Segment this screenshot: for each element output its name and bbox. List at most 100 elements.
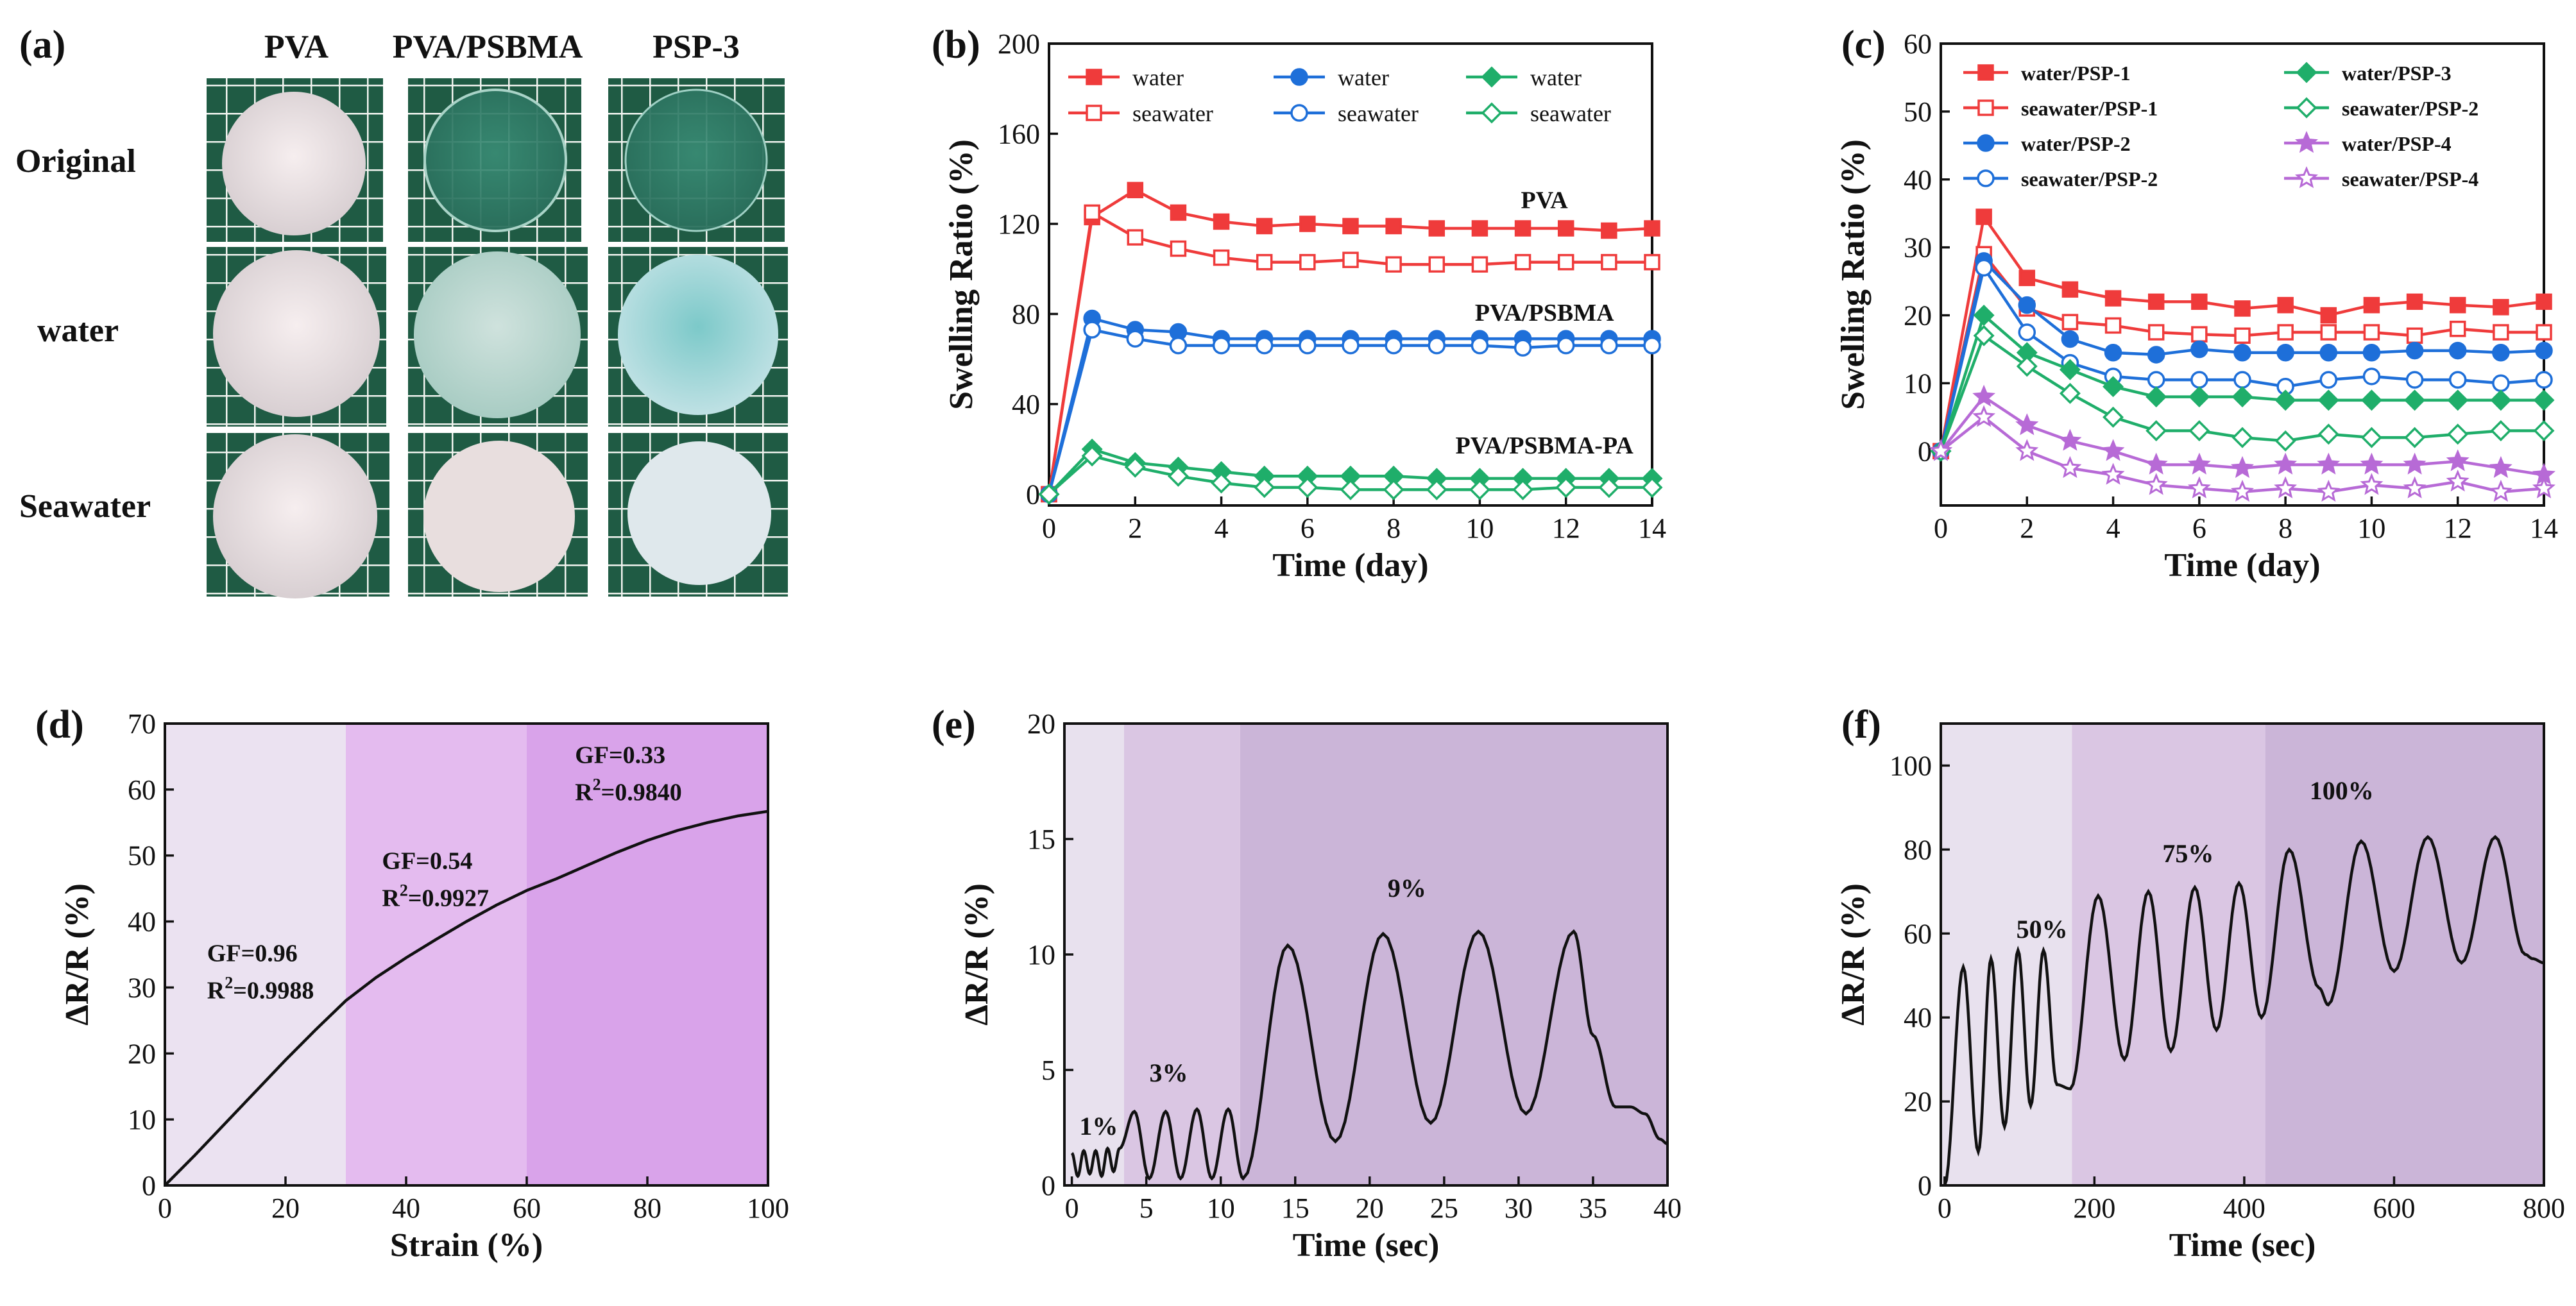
data-point	[1126, 330, 1145, 348]
sample-disk	[222, 92, 366, 235]
data-point	[1213, 213, 1230, 230]
strain-label: 75%	[2162, 839, 2213, 868]
data-point	[2536, 324, 2552, 341]
chart-1: (c) 0 2 4 6 8 10 12 14 0 10 20 30 40 50 60 Time (day) Swe…	[1835, 23, 2558, 584]
x-tick-label: 0	[1042, 513, 1056, 544]
x-tick-label: 4	[1215, 513, 1229, 544]
data-point	[2363, 296, 2380, 314]
x-tick-label: 400	[2223, 1192, 2265, 1224]
column-label-psp-3: PSP-3	[653, 29, 740, 65]
legend-label: water	[1338, 65, 1389, 90]
y-tick-label: 50	[1904, 96, 1932, 128]
strain-region	[2072, 724, 2265, 1185]
data-point	[1254, 477, 1275, 498]
data-point	[2405, 371, 2424, 389]
legend-marker	[2294, 131, 2319, 153]
legend-marker	[2296, 97, 2317, 119]
data-point	[2059, 359, 2081, 380]
data-point	[1127, 182, 1144, 199]
data-point	[1342, 336, 1360, 355]
x-axis-label: Time (day)	[2164, 547, 2320, 584]
data-point	[1972, 384, 1996, 407]
plot-frame	[164, 722, 769, 1187]
data-point	[2533, 389, 2555, 411]
panel-a: (a) PVA PVA/PSBMA PSP-3 Original water S…	[15, 23, 788, 598]
r-symbol: R	[382, 885, 400, 912]
y-tick-label: 20	[1904, 300, 1932, 332]
data-point	[1644, 253, 1660, 271]
x-tick-label: 10	[1207, 1192, 1235, 1224]
r-symbol: R	[207, 977, 225, 1004]
data-point	[2061, 281, 2079, 298]
data-point	[2406, 293, 2423, 310]
data-point	[2230, 479, 2255, 502]
data-point	[2320, 324, 2337, 341]
data-point	[2187, 476, 2211, 498]
x-tick-label: 25	[1430, 1192, 1458, 1224]
data-point	[1557, 220, 1574, 237]
r-squared-label: R2=0.9840	[575, 776, 682, 806]
strain-region	[165, 724, 346, 1185]
legend-label: seawater	[1338, 101, 1419, 126]
data-point	[2535, 341, 2553, 360]
x-tick-label: 600	[2373, 1192, 2415, 1224]
x-tick-label: 6	[2192, 513, 2206, 544]
r-squared-value: =0.9988	[233, 977, 314, 1004]
data-point	[2144, 452, 2168, 475]
x-tick-label: 10	[1465, 513, 1494, 544]
x-tick-label: 0	[1938, 1192, 1952, 1224]
x-tick-label: 20	[1356, 1192, 1384, 1224]
data-point	[1428, 220, 1446, 237]
y-axis-label: ΔR/R (%)	[59, 883, 96, 1026]
y-tick-label: 0	[1918, 436, 1932, 467]
y-axis-label: ΔR/R (%)	[959, 883, 995, 1026]
data-point	[2144, 473, 2168, 495]
y-tick-label: 50	[128, 840, 156, 872]
data-point	[1124, 456, 1146, 478]
data-point	[2404, 427, 2426, 448]
data-point	[2447, 389, 2469, 411]
data-point	[1255, 336, 1274, 355]
data-point	[2274, 389, 2296, 411]
data-point	[1084, 204, 1100, 221]
response-trace	[164, 810, 769, 1187]
legend-label: water/PSP-1	[2021, 62, 2131, 85]
x-tick-label: 0	[158, 1192, 172, 1224]
sample-disk	[414, 251, 581, 418]
response-trace	[1071, 929, 1668, 1181]
chart-4: (f) 0 200 400 600 800 0 20 40 60 80 100 Time (sec) ΔR…	[1835, 703, 2565, 1264]
data-point	[1038, 483, 1060, 505]
strain-region	[2265, 724, 2544, 1185]
data-point	[1512, 479, 1534, 500]
data-point	[2104, 317, 2122, 334]
data-point	[2319, 344, 2338, 362]
data-point	[2317, 389, 2339, 411]
data-point	[1557, 253, 1574, 271]
data-point	[2360, 452, 2384, 475]
legend-marker	[1086, 105, 1102, 121]
sample-disk	[627, 441, 771, 585]
panel-label: (c)	[1841, 23, 1886, 67]
y-tick-label: 40	[1904, 164, 1932, 196]
x-tick-label: 8	[2278, 513, 2292, 544]
panel-label: (f)	[1841, 703, 1881, 747]
data-point	[2059, 382, 2081, 404]
legend-label: water	[1132, 65, 1184, 90]
data-point	[2317, 452, 2341, 475]
data-point	[2233, 344, 2251, 362]
data-point	[2274, 476, 2298, 498]
data-point	[2535, 371, 2553, 389]
r-squared-value: =0.9927	[408, 885, 489, 912]
data-point	[2147, 371, 2165, 389]
strain-region	[1240, 724, 1668, 1185]
y-axis-label: ΔR/R (%)	[1835, 883, 1872, 1026]
data-point	[1081, 445, 1103, 467]
x-tick-label: 12	[2444, 513, 2472, 544]
legend-label: water/PSP-3	[2342, 62, 2452, 85]
legend-marker	[1977, 99, 1994, 116]
legend-label: water/PSP-2	[2021, 132, 2131, 155]
x-tick-label: 12	[1552, 513, 1580, 544]
legend-label: seawater/PSP-1	[2021, 97, 2158, 120]
strain-label: 1%	[1079, 1112, 1118, 1141]
